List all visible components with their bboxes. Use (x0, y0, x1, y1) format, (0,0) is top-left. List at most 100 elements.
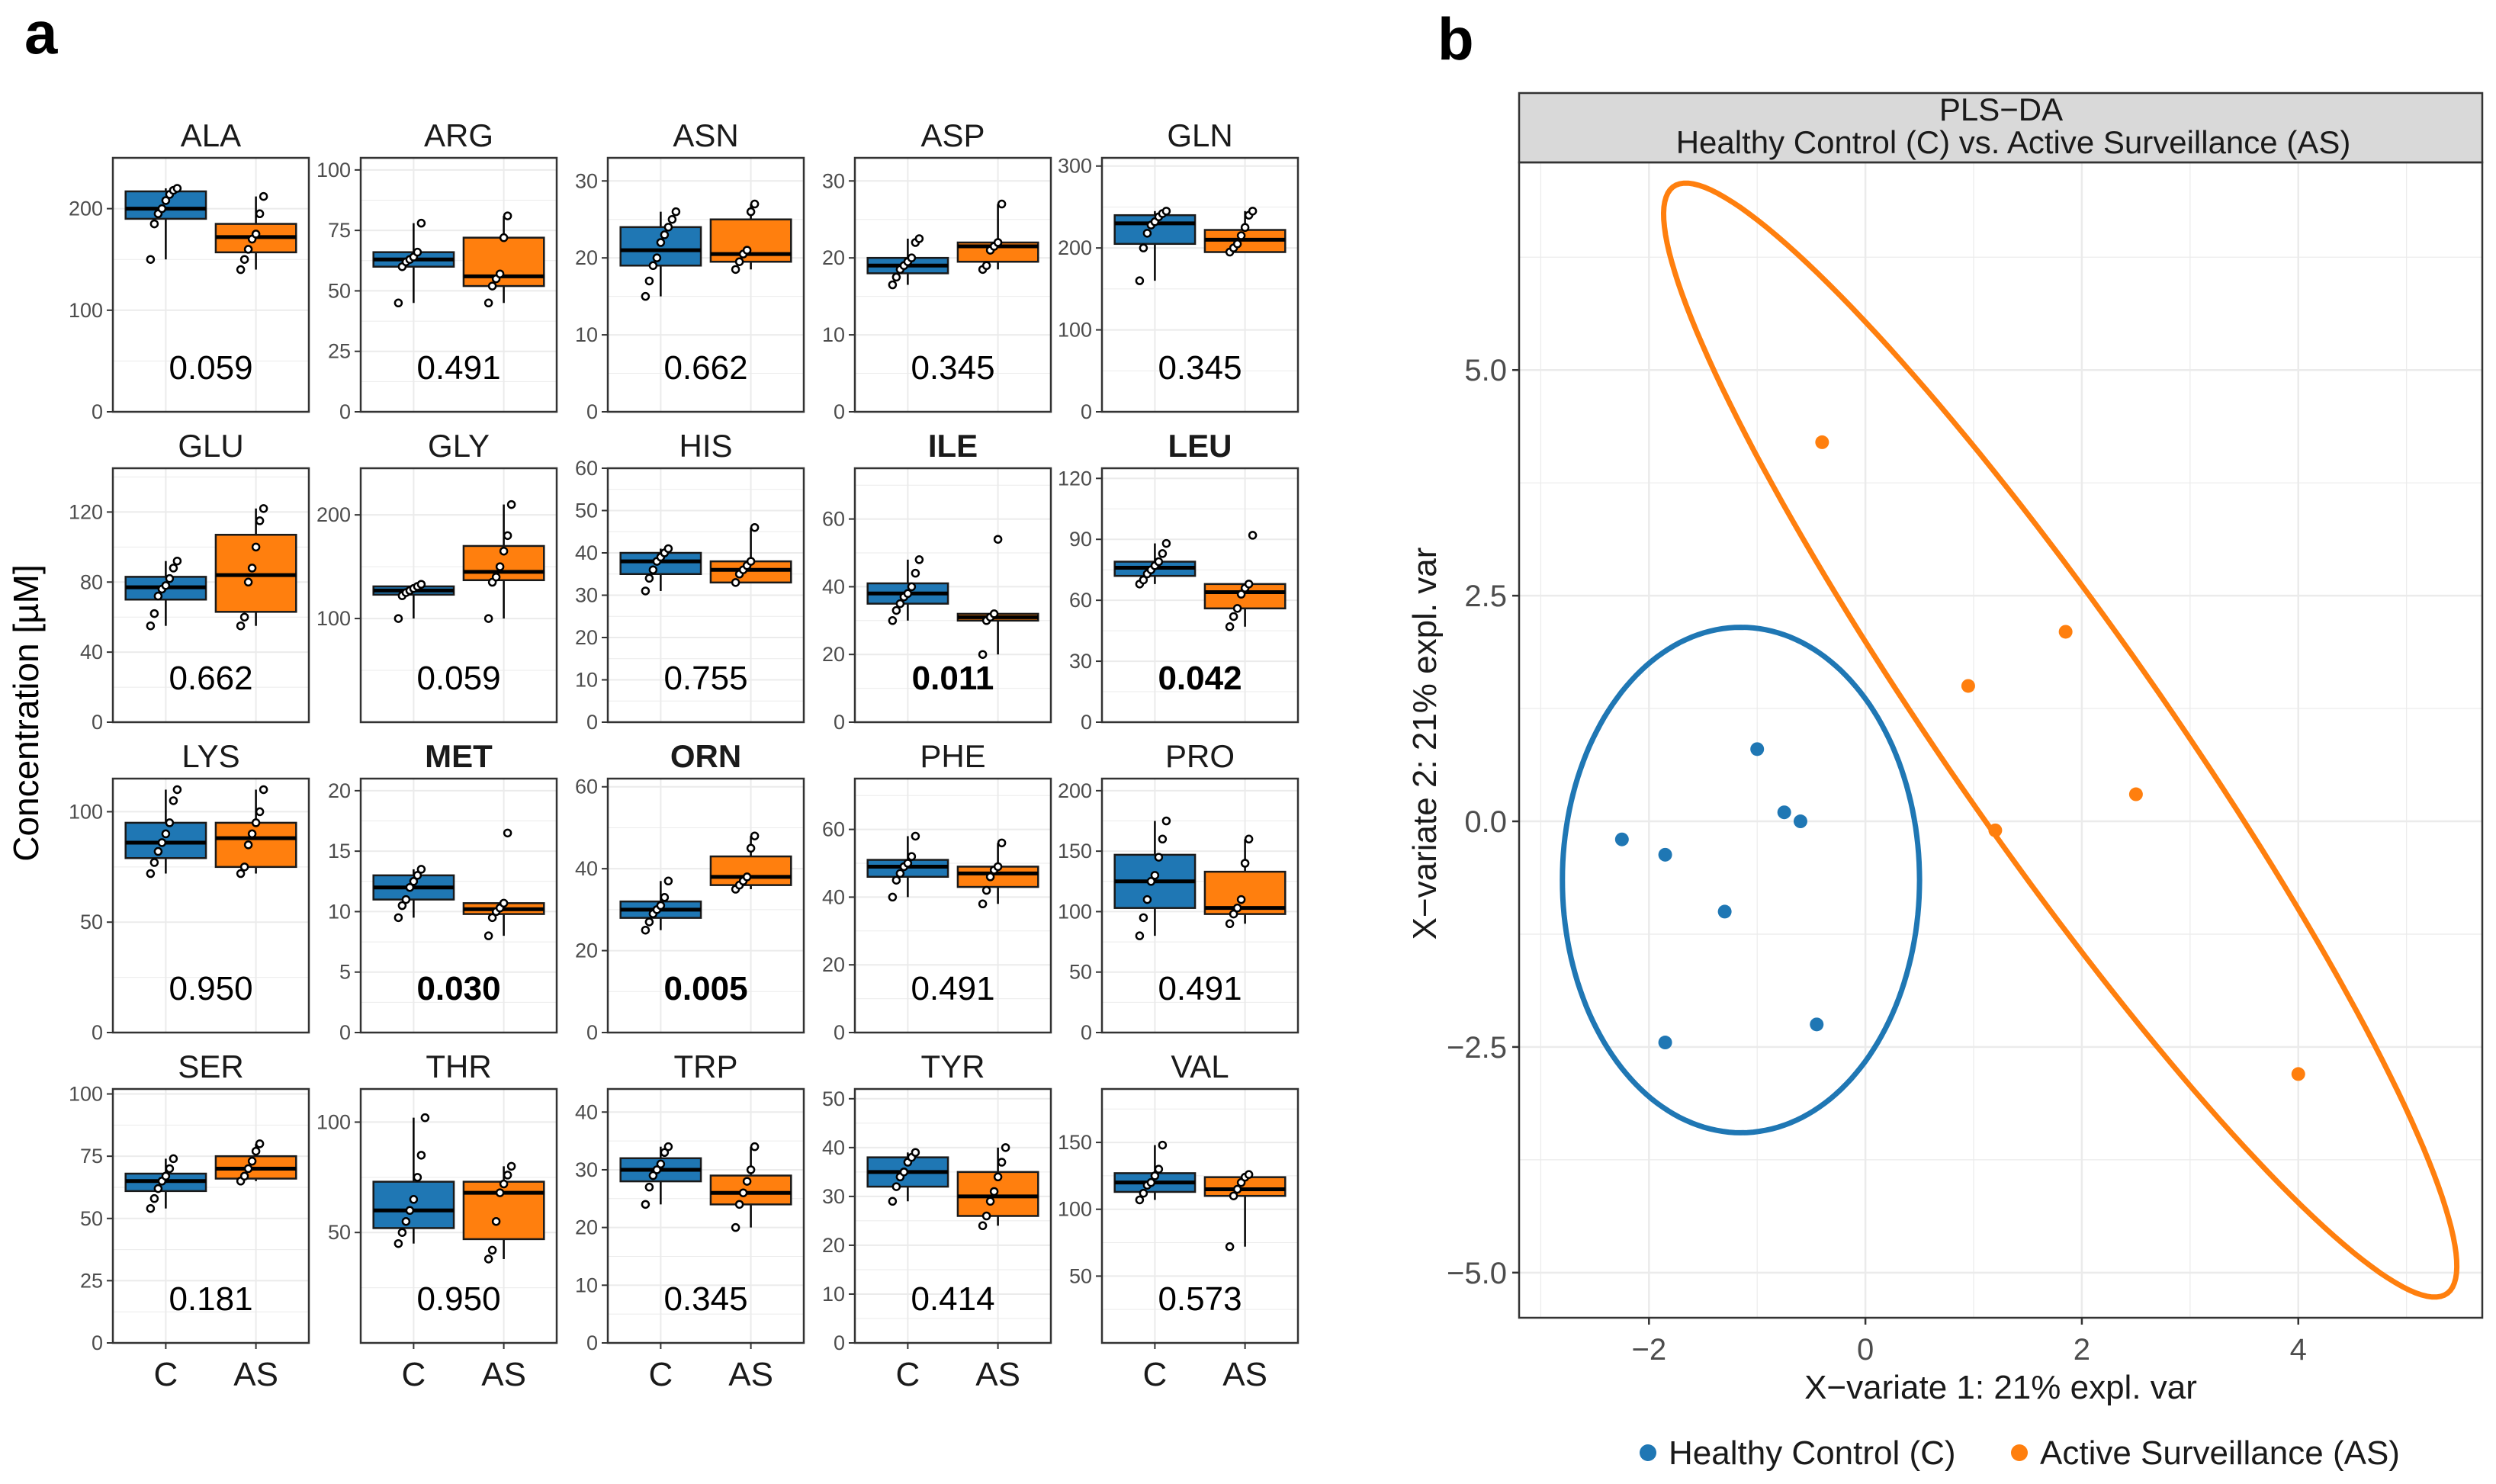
p-value: 0.755 (663, 660, 747, 697)
point-as (746, 557, 756, 566)
y-tick-label: 90 (1069, 528, 1092, 551)
y-tick-label: 0 (1081, 1021, 1092, 1044)
point-c (641, 586, 651, 596)
point-as (1225, 919, 1235, 929)
point-as (499, 898, 509, 908)
y-tick-label: 100 (1058, 1198, 1092, 1221)
point-c (891, 272, 901, 282)
legend-marker-as (2011, 1444, 2028, 1461)
y-tick-label: 30 (822, 169, 845, 192)
point-c (1158, 1140, 1168, 1150)
point-c (394, 913, 403, 923)
legend-marker-c (1640, 1444, 1656, 1461)
y-tick-label: 30 (1069, 650, 1092, 673)
p-value: 0.345 (911, 349, 994, 387)
x-tick-label: AS (975, 1356, 1020, 1393)
y-tick-label: 60 (822, 818, 845, 841)
point-c (172, 556, 182, 566)
point-as (993, 535, 1003, 544)
y-tick-label: 50 (80, 911, 103, 933)
y-tick-label: 100 (316, 607, 351, 630)
point-as (1229, 612, 1238, 622)
point-as (243, 577, 253, 587)
x-tick-label: C (648, 1356, 673, 1393)
point-c (911, 1148, 920, 1157)
scatter-point-c (1777, 805, 1791, 820)
x-tick-label: AS (1222, 1356, 1267, 1393)
y-tick-label: 20 (822, 953, 845, 976)
point-as (483, 614, 493, 623)
point-c (1142, 229, 1152, 238)
point-as (247, 829, 257, 839)
y-tick-label: 40 (575, 857, 598, 880)
point-c (397, 1228, 407, 1237)
point-c (149, 1193, 159, 1203)
plot-title: PHE (920, 738, 985, 774)
point-c (899, 1168, 909, 1177)
p-value: 0.059 (169, 349, 252, 387)
point-as (997, 199, 1007, 209)
y-tick-label: 20 (575, 246, 598, 269)
x-tick-label: 2 (2074, 1333, 2090, 1367)
point-c (888, 616, 898, 625)
legend-label-c: Healthy Control (C) (1669, 1434, 1956, 1472)
confidence-ellipse-as (1660, 180, 2460, 1300)
point-as (731, 578, 740, 587)
y-tick-label: 100 (69, 800, 103, 823)
point-as (981, 1211, 991, 1221)
point-as (1248, 207, 1258, 216)
point-as (506, 1161, 516, 1171)
y-tick-label: 100 (1058, 900, 1092, 923)
plot-title: GLY (428, 428, 490, 464)
y-tick-label: −2.5 (1447, 1031, 1507, 1065)
point-c (157, 838, 167, 847)
box-as (709, 855, 792, 886)
y-tick-label: 50 (1069, 961, 1092, 984)
boxplot-val: 50 100 150 VAL 0.573 C AS (1058, 1049, 1299, 1393)
plot-border (606, 777, 805, 1034)
point-as (255, 516, 265, 525)
y-tick-label: 100 (69, 299, 103, 322)
plot-border (359, 1087, 558, 1344)
point-c (1154, 557, 1164, 567)
point-c (1139, 913, 1148, 923)
plot-border (111, 777, 310, 1034)
y-tick-label: 40 (822, 1136, 845, 1159)
point-as (1232, 903, 1242, 913)
point-as (746, 843, 756, 853)
y-tick-label: 20 (575, 1216, 598, 1239)
box-as (462, 1180, 545, 1241)
p-value: 0.662 (663, 349, 747, 387)
point-c (1135, 931, 1145, 940)
plot-border (359, 467, 558, 724)
point-c (149, 219, 159, 229)
point-c (660, 893, 670, 902)
panel-label-a: a (24, 0, 58, 66)
point-c (416, 218, 426, 228)
y-tick-label: 150 (1058, 1131, 1092, 1154)
plot-border (111, 467, 310, 724)
point-c (161, 1171, 171, 1181)
plot-border (111, 1087, 310, 1344)
box-c (124, 190, 207, 220)
plot-title: TRP (674, 1049, 738, 1084)
point-c (401, 895, 411, 904)
point-as (731, 265, 740, 275)
point-c (416, 1151, 426, 1160)
boxplot-ser: 0 25 50 75 100 SER 0.181 C AS (69, 1049, 310, 1393)
point-as (499, 546, 509, 556)
point-as (236, 621, 246, 631)
y-tick-label: 120 (69, 500, 103, 523)
point-as (978, 899, 988, 909)
point-as (243, 840, 253, 850)
point-c (165, 818, 175, 827)
point-as (259, 785, 268, 795)
point-as (989, 609, 999, 618)
point-c (146, 621, 156, 631)
p-value: 0.011 (912, 660, 994, 697)
point-as (750, 522, 760, 532)
point-c (161, 196, 171, 205)
plot-border (853, 156, 1052, 413)
point-as (742, 872, 752, 882)
x-tick-label: AS (233, 1356, 278, 1393)
